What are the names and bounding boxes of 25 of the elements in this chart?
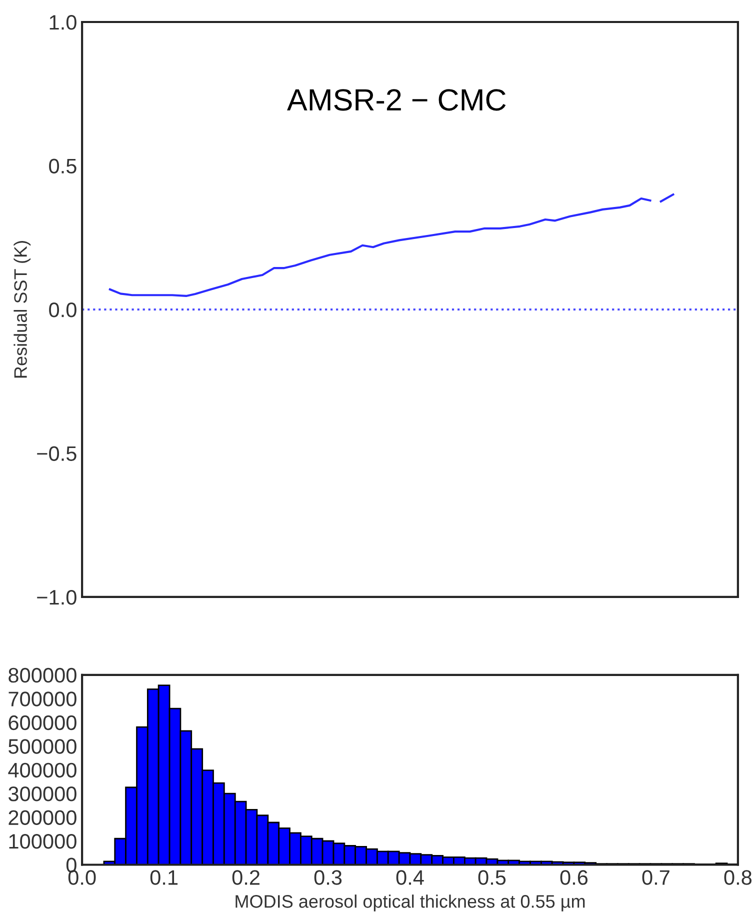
x-tick-label: 0.8: [724, 870, 752, 885]
x-tick-label: 0.4: [396, 870, 424, 885]
y-tick-label: 100000: [9, 834, 76, 849]
y-tick-label: 700000: [8, 692, 76, 706]
y-tick-label: 600000: [8, 715, 76, 730]
annotation: AMSR-2 − CMC: [287, 89, 506, 111]
y-axis-title: Residual SST (K): [14, 241, 31, 378]
y-tick-label: 300000: [8, 786, 76, 802]
y-tick-label: −1.0: [37, 590, 76, 605]
x-tick-label: 0.6: [560, 870, 588, 885]
y-tick-label: 1.0: [50, 15, 76, 30]
x-tick-label: 0.7: [642, 870, 670, 885]
x-tick-label: 0.1: [150, 870, 178, 885]
y-tick-label: 400000: [8, 762, 76, 778]
x-tick-label: 0.2: [232, 870, 260, 885]
x-tick-label: 0.5: [478, 870, 506, 885]
y-tick-label: 800000: [8, 668, 76, 683]
x-axis-title: MODIS aerosol optical thickness at 0.55 µm: [236, 894, 585, 912]
y-tick-label: 200000: [8, 810, 76, 826]
x-tick-label: 0.3: [314, 870, 342, 885]
y-tick-label: 0.5: [49, 158, 76, 174]
x-tick-label: 0.0: [68, 870, 96, 885]
y-tick-label: 0.0: [49, 302, 76, 318]
y-tick-label: −0.5: [37, 446, 76, 461]
y-tick-label: 500000: [8, 739, 76, 754]
